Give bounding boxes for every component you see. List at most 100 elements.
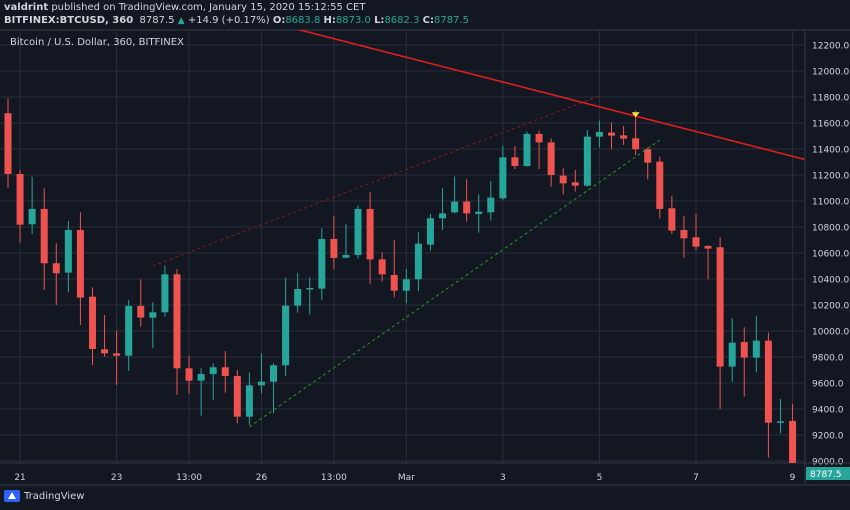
tradingview-brand[interactable]: TradingView — [4, 490, 84, 502]
candle-up — [161, 274, 169, 313]
x-tick-label: 5 — [597, 473, 603, 483]
candle-up — [801, 489, 808, 502]
y-tick-label: 11400.0 — [812, 146, 849, 156]
candle-down — [668, 208, 676, 231]
y-tick-label: 11000.0 — [812, 198, 849, 208]
x-tick-label: 7 — [693, 473, 699, 483]
candle-down — [16, 173, 24, 225]
candle-up — [475, 211, 483, 214]
last-price-badge — [806, 467, 850, 480]
candle-down — [185, 368, 193, 381]
candle-down — [680, 229, 688, 239]
candle-down — [113, 353, 121, 356]
candle-up — [439, 213, 447, 219]
candle-down — [764, 340, 772, 423]
y-tick-label: 9800.0 — [812, 354, 844, 364]
candle-down — [40, 208, 48, 264]
y-tick-label: 11800.0 — [812, 94, 849, 104]
low-label: L: — [374, 15, 385, 26]
last-price: 8787.5 — [139, 15, 175, 26]
y-tick-label: 12200.0 — [812, 42, 849, 52]
open-value: 8683.8 — [285, 15, 321, 26]
symbol: BITFINEX:BTCUSD, 360 — [4, 15, 134, 26]
candle-up — [257, 381, 265, 386]
y-tick-label: 11200.0 — [812, 172, 849, 182]
y-tick-label: 10000.0 — [812, 328, 849, 338]
up-triangle-icon: ▲ — [177, 16, 185, 26]
x-tick-label: 13:00 — [321, 473, 347, 483]
candle-down — [390, 274, 398, 291]
y-tick-label: 9200.0 — [812, 432, 844, 442]
x-tick-label: 9 — [790, 473, 796, 483]
candle-up — [728, 342, 736, 367]
low-value: 8682.3 — [384, 15, 420, 26]
candle-up — [125, 305, 133, 356]
author[interactable]: valdrint — [4, 2, 49, 13]
candle-down — [535, 133, 543, 143]
candle-up — [776, 421, 784, 423]
candle-down — [173, 274, 181, 369]
candle-up — [595, 131, 603, 137]
candle-up — [487, 197, 495, 213]
y-tick-label: 9400.0 — [812, 406, 844, 416]
candle-down — [656, 161, 664, 209]
y-tick-label: 10200.0 — [812, 302, 849, 312]
candle-down — [620, 135, 628, 139]
plot-background — [0, 30, 850, 463]
y-tick-label: 10400.0 — [812, 276, 849, 286]
candles — [4, 30, 808, 502]
x-tick-label: Mar — [398, 473, 415, 483]
candle-up — [414, 243, 422, 280]
published-text: published on TradingView.com, January 15… — [51, 2, 366, 13]
candle-down — [101, 349, 109, 354]
candle-down — [76, 229, 84, 298]
candle-down — [378, 259, 386, 275]
candle-up — [28, 208, 36, 225]
candle-up — [294, 289, 302, 306]
tradingview-logo-icon — [4, 490, 20, 502]
candle-down — [789, 420, 797, 463]
candle-down — [692, 237, 700, 247]
trendline-dashed — [152, 95, 600, 267]
candle-down — [221, 367, 229, 376]
close-label: C: — [422, 15, 434, 26]
candle-up — [523, 133, 531, 167]
candle-down — [233, 375, 241, 417]
y-tick-label: 11600.0 — [812, 120, 849, 130]
candle-up — [752, 340, 760, 358]
open-label: O: — [272, 15, 286, 26]
x-tick-label: 13:00 — [176, 473, 202, 483]
candle-down — [137, 305, 145, 318]
y-tick-label: 9600.0 — [812, 380, 844, 390]
close-value: 8787.5 — [433, 15, 469, 26]
candle-up — [64, 229, 72, 273]
candle-up — [197, 374, 205, 381]
candle-up — [306, 287, 314, 290]
chart-title: Bitcoin / U.S. Dollar, 360, BITFINEX — [10, 37, 184, 48]
candle-up — [583, 136, 591, 186]
x-tick-label: 3 — [500, 473, 506, 483]
candle-down — [330, 238, 338, 258]
candle-down — [632, 138, 640, 150]
candle-up — [282, 305, 290, 366]
high-value: 8873.0 — [335, 15, 371, 26]
candle-up — [451, 201, 459, 213]
candle-down — [4, 113, 12, 174]
candle-down — [740, 342, 748, 358]
candle-down — [366, 208, 374, 260]
candle-down — [608, 132, 615, 136]
candle-down — [704, 245, 712, 249]
brand-label: TradingView — [24, 490, 85, 502]
trendline-solid — [297, 30, 805, 161]
marker-triangle-icon — [631, 112, 640, 118]
candle-up — [318, 238, 326, 289]
candle-up — [270, 365, 278, 382]
x-tick-label: 26 — [256, 473, 268, 483]
candle-up — [402, 279, 410, 291]
candle-up — [499, 157, 507, 199]
candle-up — [209, 367, 217, 375]
candle-up — [245, 385, 253, 417]
last-price-label: 8787.5 — [810, 470, 842, 480]
candle-down — [559, 175, 567, 184]
